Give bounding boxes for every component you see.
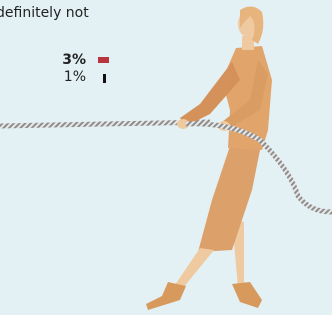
value-text: 1% bbox=[64, 69, 86, 85]
shoe bbox=[232, 282, 262, 308]
leg bbox=[175, 248, 214, 288]
shoe bbox=[146, 282, 186, 310]
rope bbox=[186, 124, 332, 212]
skirt bbox=[198, 140, 262, 252]
infographic: definitely not 3% 1% bbox=[0, 0, 332, 315]
black-marker bbox=[103, 74, 106, 83]
red-marker bbox=[98, 57, 109, 63]
illustration bbox=[0, 0, 332, 315]
neck bbox=[242, 36, 254, 50]
value-text: 3% bbox=[62, 52, 86, 68]
answer-label: definitely not bbox=[0, 5, 89, 21]
